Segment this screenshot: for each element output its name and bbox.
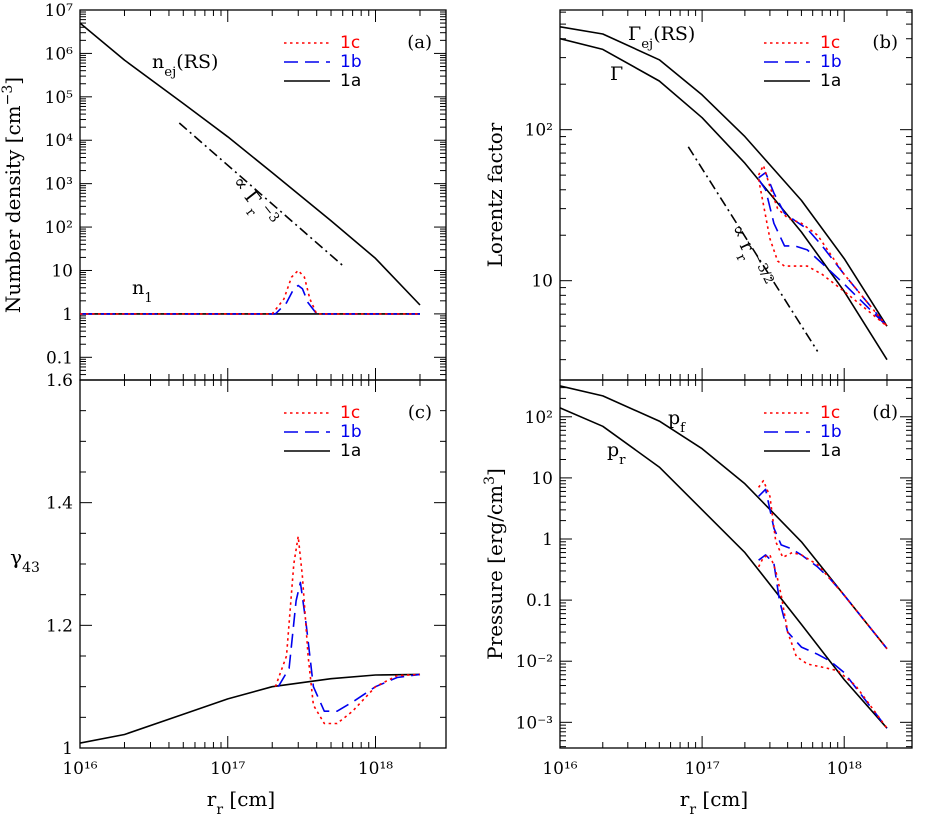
series-1c-line	[757, 164, 888, 327]
series-1a-line	[560, 37, 888, 361]
series-1c-line	[757, 479, 888, 650]
annotation-pr: pr	[607, 439, 626, 468]
y-axis-label: Pressure [erg/cm3]	[482, 468, 507, 660]
x-axis-label: rr [cm]	[680, 787, 748, 815]
x-tick-label: 10¹⁷	[210, 759, 245, 779]
series-1a-line	[80, 673, 421, 744]
annotation-pf: pf	[668, 407, 686, 436]
y-axis-label: γ43	[10, 545, 40, 576]
series-1b-line	[277, 581, 421, 713]
y-tick-label: 10²	[525, 408, 553, 428]
panel-label: (b)	[872, 32, 898, 53]
annotation-nej: nej(RS)	[152, 51, 218, 80]
panel-label: (c)	[408, 402, 432, 423]
curves	[560, 26, 888, 361]
y-tick-label: 10⁵	[45, 88, 74, 108]
x-tick-label: 10¹⁶	[62, 759, 97, 779]
series-1c-line	[757, 179, 888, 327]
annotation-gamma-ej: Γej(RS)	[628, 23, 695, 52]
y-tick-label: 1.4	[46, 494, 73, 514]
y-tick-label: 1	[62, 739, 73, 759]
legend-label-1a: 1a	[820, 441, 841, 461]
panel-d: 10¹⁶ 10¹⁷ 10¹⁸ rr [cm] 10⁻³ 10⁻² 0.1 1 10 10² Pres…	[482, 379, 913, 815]
legend-label-1b: 1b	[820, 422, 842, 442]
legend-label-1c: 1c	[340, 403, 360, 423]
annotation-n1: n1	[132, 277, 153, 306]
y-tick-label: 0.1	[46, 348, 73, 368]
x-axis-label: rr [cm]	[207, 787, 275, 815]
x-tick-label: 10¹⁸	[358, 759, 393, 779]
y-tick-label: 10²	[525, 121, 553, 141]
y-tick-label: 1	[62, 305, 73, 325]
y-axis-label: Number density [cm−3]	[0, 77, 25, 313]
plot-frame	[79, 379, 447, 749]
series-1a-line	[560, 26, 888, 327]
series-1c-line	[274, 535, 421, 725]
y-tick-label: 10⁻³	[516, 713, 553, 733]
y-tick-label: 10³	[45, 175, 73, 195]
curves	[80, 535, 421, 744]
annotation-slope: ∝ rr−3/2	[721, 220, 777, 293]
annotation-slope: ∝ Γr−3	[223, 171, 282, 235]
series-slope-line	[178, 122, 344, 267]
legend-label-1c: 1c	[820, 33, 840, 53]
y-tick-label: 10⁷	[45, 1, 74, 21]
panel-label: (d)	[872, 402, 898, 423]
series-1b-line	[80, 284, 420, 315]
y-tick-label: 1.6	[46, 371, 73, 391]
panel-label: (a)	[407, 32, 432, 53]
series-1b-line	[758, 554, 888, 729]
panel-a: 0.1 1 10 10² 10³ 10⁴ 10⁵ 10⁶ 10⁷ Number density […	[0, 1, 447, 381]
y-tick-label: 10	[51, 261, 73, 281]
plot-frame	[559, 379, 913, 749]
y-tick-label: 1	[542, 530, 553, 550]
series-1b-line	[758, 171, 888, 327]
x-tick-label: 10¹⁶	[542, 759, 577, 779]
x-tick-label: 10¹⁸	[827, 759, 862, 779]
series-slope-line	[687, 146, 819, 352]
y-axis-label: Lorentz factor	[483, 122, 507, 267]
y-tick-label: 10⁻²	[516, 652, 553, 672]
panel-c: 10¹⁶ 10¹⁷ 10¹⁸ rr [cm] 1 1.2 1.4 1.6 γ43 (c) 1c1b1…	[10, 371, 447, 815]
annotation-gamma: Γ	[610, 63, 623, 85]
series-1a-line	[80, 22, 421, 306]
y-tick-label: 0.1	[526, 591, 553, 611]
series-1a-line	[560, 407, 888, 729]
x-tick-label: 10¹⁷	[684, 759, 719, 779]
legend-label-1c: 1c	[820, 403, 840, 423]
legend-label-1c: 1c	[340, 33, 360, 53]
legend-label-1b: 1b	[340, 52, 362, 72]
curves	[80, 22, 421, 315]
series-1c-line	[80, 269, 420, 315]
y-tick-label: 10	[531, 469, 553, 489]
curves	[560, 385, 888, 729]
y-tick-label: 10	[531, 272, 553, 292]
y-tick-label: 10²	[45, 218, 73, 238]
y-tick-label: 10⁶	[45, 44, 74, 64]
series-1b-line	[757, 178, 888, 327]
series-1c-line	[757, 554, 888, 729]
legend-label-1b: 1b	[340, 422, 362, 442]
y-tick-label: 1.2	[46, 616, 73, 636]
y-tick-label: 10⁴	[45, 131, 74, 151]
legend-label-1a: 1a	[820, 71, 841, 91]
legend-label-1a: 1a	[340, 71, 361, 91]
legend-label-1b: 1b	[820, 52, 842, 72]
legend-label-1a: 1a	[340, 441, 361, 461]
